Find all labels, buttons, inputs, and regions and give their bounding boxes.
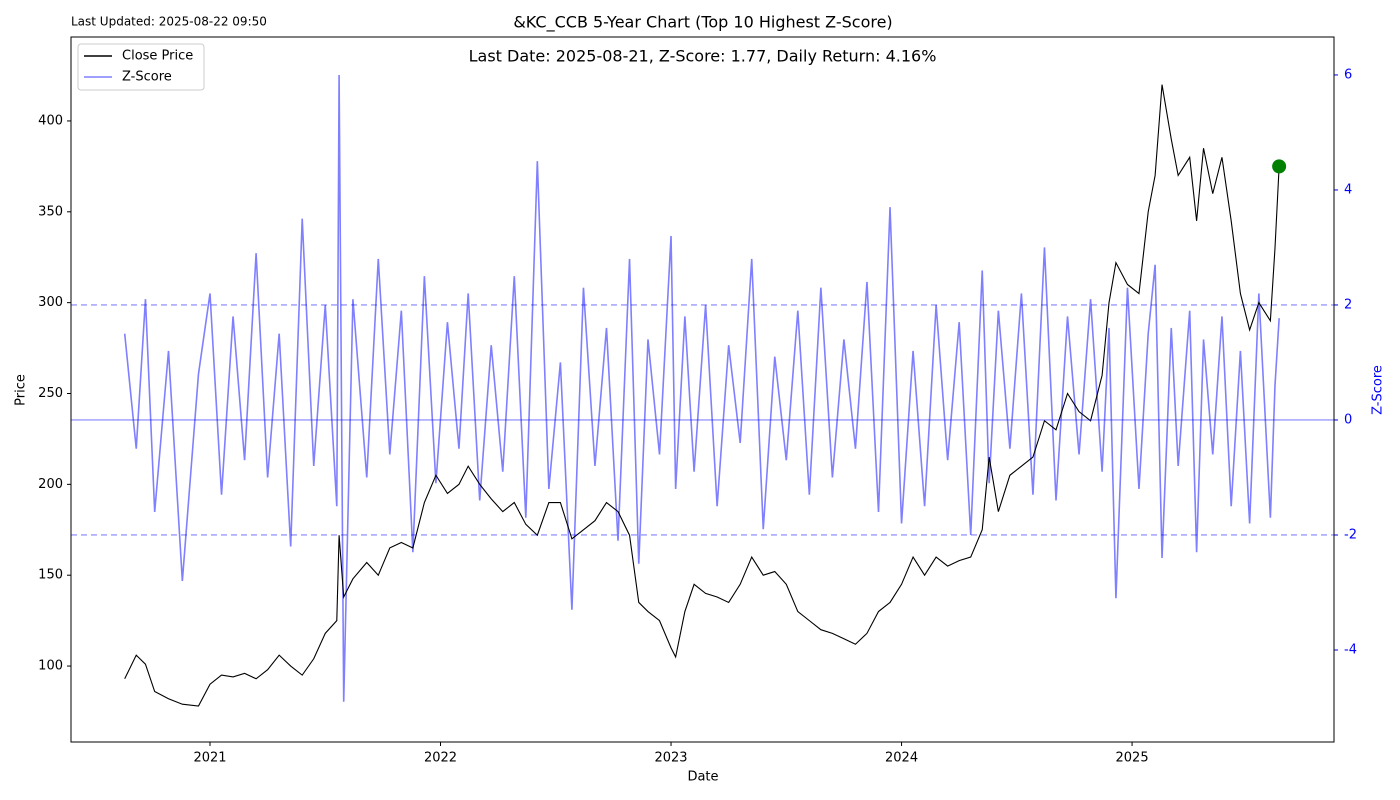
legend-label: Close Price xyxy=(122,49,193,64)
y-tick-label: 200 xyxy=(38,477,63,492)
y2-tick-label: 0 xyxy=(1344,412,1352,427)
y2-tick-label: -2 xyxy=(1344,527,1357,542)
y2-axis-label: Z-Score xyxy=(1371,365,1386,415)
legend-label: Z-Score xyxy=(122,70,172,85)
x-tick-label: 2025 xyxy=(1116,751,1149,766)
subtitle: Last Updated: 2025-08-22 09:50 xyxy=(71,15,267,29)
y2-tick-label: 2 xyxy=(1344,297,1352,312)
x-tick-label: 2022 xyxy=(424,751,457,766)
series-line xyxy=(124,84,1280,707)
last-point-marker xyxy=(1272,159,1287,174)
y-tick-label: 300 xyxy=(38,295,63,310)
y-axis-label: Price xyxy=(14,374,29,406)
chart-title: &KC_CCB 5-Year Chart (Top 10 Highest Z-S… xyxy=(513,13,892,33)
y-tick-label: 150 xyxy=(38,568,63,583)
x-axis-label: Date xyxy=(687,770,718,785)
x-tick-label: 2024 xyxy=(885,751,918,766)
y-tick-label: 250 xyxy=(38,386,63,401)
x-tick-label: 2023 xyxy=(654,751,687,766)
y-tick-label: 350 xyxy=(38,204,63,219)
y2-tick-label: 4 xyxy=(1344,182,1352,197)
annotation: Last Date: 2025-08-21, Z-Score: 1.77, Da… xyxy=(469,47,937,66)
plot-frame xyxy=(70,36,1335,743)
y-tick-label: 400 xyxy=(38,113,63,128)
y-tick-label: 100 xyxy=(38,659,63,674)
y2-tick-label: -4 xyxy=(1344,642,1357,657)
y2-tick-label: 6 xyxy=(1344,67,1352,82)
series-line xyxy=(123,74,1280,702)
x-tick-label: 2021 xyxy=(193,751,226,766)
